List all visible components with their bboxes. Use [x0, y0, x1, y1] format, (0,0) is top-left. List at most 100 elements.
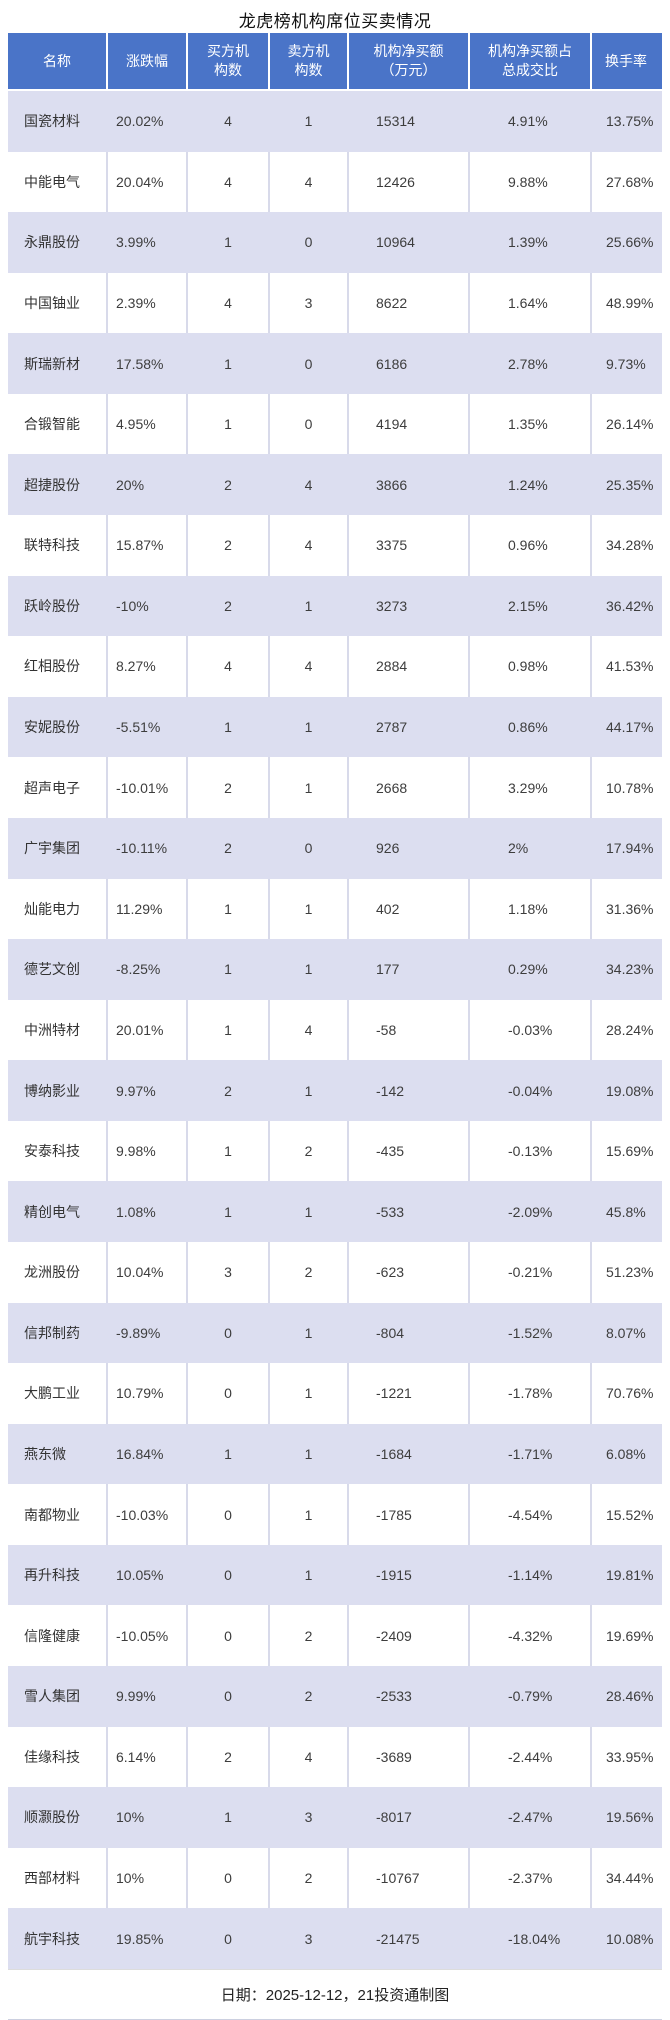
cell-seller-count: 1: [270, 878, 349, 940]
cell-buyer-count: 1: [188, 1423, 270, 1485]
cell-seller-count: 4: [270, 454, 349, 516]
cell-change-pct: 20.02%: [108, 91, 188, 152]
cell-buyer-count: 2: [188, 454, 270, 516]
cell-seller-count: 1: [270, 1544, 349, 1606]
cell-change-pct: 8.27%: [108, 636, 188, 697]
table-row: 博纳影业 9.97% 2 1 -142 -0.04% 19.08%: [8, 1060, 662, 1121]
cell-net-buy-amount: -435: [349, 1120, 470, 1182]
cell-buyer-count: 2: [188, 575, 270, 637]
cell-buyer-count: 1: [188, 333, 270, 394]
cell-net-buy-ratio: 3.29%: [470, 757, 592, 818]
cell-buyer-count: 1: [188, 212, 270, 273]
table-row: 安泰科技 9.98% 1 2 -435 -0.13% 15.69%: [8, 1120, 662, 1182]
cell-change-pct: -8.25%: [108, 939, 188, 1000]
cell-buyer-count: 3: [188, 1241, 270, 1303]
cell-stock-name: 大鹏工业: [8, 1363, 108, 1424]
table-row: 中能电气 20.04% 4 4 12426 9.88% 27.68%: [8, 151, 662, 213]
table-row: 安妮股份 -5.51% 1 1 2787 0.86% 44.17%: [8, 696, 662, 758]
table-row: 大鹏工业 10.79% 0 1 -1221 -1.78% 70.76%: [8, 1363, 662, 1424]
table-row: 精创电气 1.08% 1 1 -533 -2.09% 45.8%: [8, 1181, 662, 1242]
cell-net-buy-ratio: -2.44%: [470, 1726, 592, 1788]
cell-seller-count: 4: [270, 636, 349, 697]
cell-net-buy-ratio: 1.64%: [470, 272, 592, 334]
cell-net-buy-ratio: -1.52%: [470, 1302, 592, 1364]
column-header-change-pct: 涨跌幅: [108, 33, 188, 89]
cell-stock-name: 中能电气: [8, 151, 108, 213]
cell-net-buy-amount: 12426: [349, 151, 470, 213]
cell-net-buy-ratio: 1.39%: [470, 212, 592, 273]
cell-net-buy-amount: -533: [349, 1181, 470, 1242]
cell-turnover-rate: 44.17%: [592, 696, 662, 758]
table-row: 超捷股份 20% 2 4 3866 1.24% 25.35%: [8, 454, 662, 516]
cell-net-buy-amount: 15314: [349, 91, 470, 152]
table-row: 中洲特材 20.01% 1 4 -58 -0.03% 28.24%: [8, 999, 662, 1061]
cell-change-pct: 3.99%: [108, 212, 188, 273]
cell-net-buy-ratio: 1.35%: [470, 393, 592, 455]
cell-seller-count: 3: [270, 272, 349, 334]
cell-buyer-count: 0: [188, 1908, 270, 1969]
cell-net-buy-amount: -1785: [349, 1484, 470, 1545]
cell-seller-count: 1: [270, 939, 349, 1000]
cell-turnover-rate: 25.35%: [592, 454, 662, 516]
cell-turnover-rate: 51.23%: [592, 1241, 662, 1303]
cell-buyer-count: 1: [188, 393, 270, 455]
column-header-stock-name: 名称: [8, 33, 108, 89]
cell-net-buy-ratio: -2.47%: [470, 1787, 592, 1848]
table-row: 信邦制药 -9.89% 0 1 -804 -1.52% 8.07%: [8, 1302, 662, 1364]
cell-buyer-count: 1: [188, 999, 270, 1061]
table-row: 佳缘科技 6.14% 2 4 -3689 -2.44% 33.95%: [8, 1726, 662, 1788]
cell-net-buy-ratio: -1.14%: [470, 1544, 592, 1606]
table-row: 联特科技 15.87% 2 4 3375 0.96% 34.28%: [8, 515, 662, 576]
cell-net-buy-ratio: 9.88%: [470, 151, 592, 213]
cell-stock-name: 德艺文创: [8, 939, 108, 1000]
cell-seller-count: 1: [270, 1423, 349, 1485]
cell-net-buy-amount: -21475: [349, 1908, 470, 1969]
table-body: 国瓷材料 20.02% 4 1 15314 4.91% 13.75% 中能电气 20.04% 4 4…: [8, 91, 662, 1969]
cell-change-pct: 4.95%: [108, 393, 188, 455]
cell-turnover-rate: 10.78%: [592, 757, 662, 818]
cell-net-buy-amount: 3866: [349, 454, 470, 516]
cell-turnover-rate: 28.46%: [592, 1666, 662, 1727]
table-row: 合锻智能 4.95% 1 0 4194 1.35% 26.14%: [8, 393, 662, 455]
cell-seller-count: 4: [270, 151, 349, 213]
cell-stock-name: 航宇科技: [8, 1908, 108, 1969]
cell-net-buy-amount: 2884: [349, 636, 470, 697]
cell-stock-name: 合锻智能: [8, 393, 108, 455]
cell-stock-name: 精创电气: [8, 1181, 108, 1242]
cell-stock-name: 安妮股份: [8, 696, 108, 758]
cell-seller-count: 2: [270, 1847, 349, 1909]
cell-turnover-rate: 8.07%: [592, 1302, 662, 1364]
cell-turnover-rate: 34.44%: [592, 1847, 662, 1909]
cell-buyer-count: 4: [188, 272, 270, 334]
cell-buyer-count: 0: [188, 1847, 270, 1909]
cell-turnover-rate: 19.69%: [592, 1605, 662, 1667]
cell-buyer-count: 4: [188, 636, 270, 697]
cell-turnover-rate: 31.36%: [592, 878, 662, 940]
cell-net-buy-amount: -58: [349, 999, 470, 1061]
cell-turnover-rate: 45.8%: [592, 1181, 662, 1242]
cell-net-buy-ratio: 2.15%: [470, 575, 592, 637]
cell-net-buy-ratio: 0.86%: [470, 696, 592, 758]
cell-seller-count: 4: [270, 1726, 349, 1788]
cell-net-buy-ratio: -2.09%: [470, 1181, 592, 1242]
cell-buyer-count: 0: [188, 1605, 270, 1667]
column-header-buyer-count: 买方机 构数: [188, 33, 270, 89]
cell-seller-count: 4: [270, 515, 349, 576]
cell-net-buy-ratio: 0.29%: [470, 939, 592, 1000]
cell-seller-count: 1: [270, 1484, 349, 1545]
table-row: 跃岭股份 -10% 2 1 3273 2.15% 36.42%: [8, 575, 662, 637]
table-row: 国瓷材料 20.02% 4 1 15314 4.91% 13.75%: [8, 91, 662, 152]
cell-net-buy-amount: 8622: [349, 272, 470, 334]
cell-buyer-count: 0: [188, 1302, 270, 1364]
cell-change-pct: 9.99%: [108, 1666, 188, 1727]
column-header-net-buy-ratio: 机构净买额占 总成交比: [470, 33, 592, 89]
cell-stock-name: 西部材料: [8, 1847, 108, 1909]
cell-turnover-rate: 27.68%: [592, 151, 662, 213]
cell-seller-count: 1: [270, 757, 349, 818]
cell-net-buy-ratio: 2.78%: [470, 333, 592, 394]
cell-net-buy-amount: -623: [349, 1241, 470, 1303]
cell-net-buy-ratio: -4.32%: [470, 1605, 592, 1667]
cell-stock-name: 博纳影业: [8, 1060, 108, 1121]
cell-change-pct: 10.05%: [108, 1544, 188, 1606]
cell-seller-count: 0: [270, 393, 349, 455]
